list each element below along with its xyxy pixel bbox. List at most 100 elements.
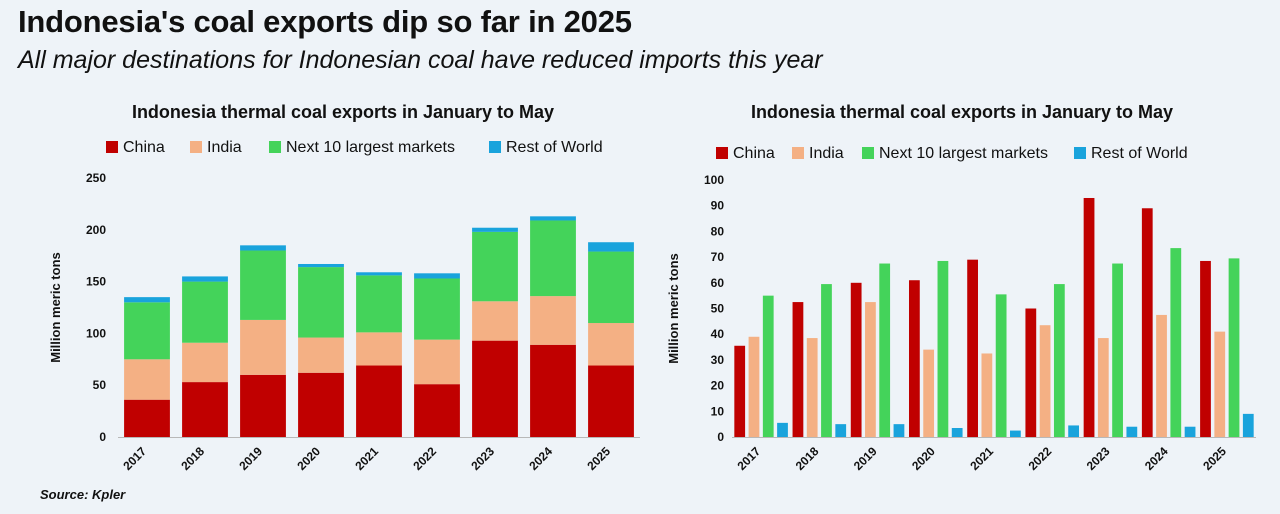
bar-rest-of-world-2020 [298,263,344,268]
y-tick-label: 150 [86,275,106,289]
bar-india-2022 [414,339,460,385]
bar-rest-of-world-2024 [1184,426,1196,437]
bar-next-10-largest-markets-2025 [588,251,634,324]
bar-china-2017 [734,345,746,437]
bar-next-10-largest-markets-2024 [530,220,576,297]
bar-china-2024 [530,344,576,437]
bar-india-2023 [472,301,518,341]
bar-india-2018 [182,342,228,383]
y-tick-label: 50 [711,302,725,316]
bar-next-10-largest-markets-2019 [879,263,891,437]
bar-rest-of-world-2019 [240,245,286,251]
bar-next-10-largest-markets-2017 [124,302,170,360]
legend-swatch-rest-of-world [1074,147,1086,159]
bar-india-2017 [748,336,760,437]
x-tick-label: 2020 [909,444,938,473]
x-tick-label: 2019 [851,444,880,473]
y-tick-label: 100 [704,173,724,187]
bar-china-2019 [850,282,862,437]
bar-india-2019 [865,302,876,437]
bar-rest-of-world-2022 [1068,425,1080,437]
bar-next-10-largest-markets-2024 [1170,248,1182,437]
legend-label-rest-of-world: Rest of World [1091,145,1188,162]
bar-rest-of-world-2017 [124,297,170,303]
bar-india-2024 [530,296,576,345]
legend-label-rest-of-world: Rest of World [506,139,603,156]
y-tick-label: 90 [711,199,725,213]
bar-china-2023 [1083,197,1095,437]
x-tick-label: 2024 [1142,444,1171,473]
bar-next-10-largest-markets-2021 [356,275,402,333]
bar-china-2019 [240,374,286,437]
bar-rest-of-world-2021 [356,272,402,276]
legend-label-india: India [207,139,242,156]
bar-india-2024 [1156,314,1167,437]
bar-rest-of-world-2023 [472,227,518,232]
bar-next-10-largest-markets-2020 [298,267,344,338]
bar-india-2019 [240,319,286,375]
bar-next-10-largest-markets-2017 [762,295,774,437]
legend-label-china: China [123,139,165,156]
bar-india-2023 [1097,338,1109,437]
bar-next-10-largest-markets-2021 [995,294,1007,437]
y-tick-label: 30 [711,353,725,367]
bar-india-2021 [981,353,993,437]
legend-swatch-next-10-largest-markets [862,147,874,159]
y-tick-label: 50 [93,378,107,392]
y-tick-label: 70 [711,250,725,264]
legend-swatch-china [716,147,728,159]
bar-next-10-largest-markets-2018 [821,284,832,437]
legend-label-next-10-largest-markets: Next 10 largest markets [286,139,455,156]
source-note: Source: Kpler [40,487,126,502]
bar-rest-of-world-2018 [182,276,228,282]
bar-china-2022 [414,384,460,437]
x-tick-label: 2017 [734,444,763,473]
bar-next-10-largest-markets-2022 [1053,284,1065,437]
stacked-bar-chart: Indonesia thermal coal exports in Januar… [48,102,640,473]
legend-label-india: India [809,145,844,162]
bar-rest-of-world-2021 [1010,430,1021,437]
legend-swatch-rest-of-world [489,141,501,153]
bar-rest-of-world-2025 [1242,413,1254,437]
bar-china-2018 [792,302,804,437]
legend-swatch-india [792,147,804,159]
legend-swatch-china [106,141,118,153]
bar-china-2025 [588,365,634,437]
bar-rest-of-world-2025 [588,242,634,252]
chart-title: Indonesia thermal coal exports in Januar… [751,102,1173,122]
bar-rest-of-world-2024 [530,216,576,221]
y-tick-label: 0 [99,430,106,444]
y-axis-label: Million meric tons [666,253,681,364]
y-tick-label: 10 [711,404,725,418]
bar-china-2022 [1025,308,1037,437]
legend-swatch-next-10-largest-markets [269,141,281,153]
bar-next-10-largest-markets-2023 [1112,263,1123,437]
x-tick-label: 2023 [1084,444,1113,473]
x-tick-label: 2018 [793,444,822,473]
bar-next-10-largest-markets-2020 [937,260,949,437]
bar-rest-of-world-2020 [951,428,963,437]
bar-india-2022 [1039,325,1051,437]
bar-rest-of-world-2022 [414,273,460,279]
x-tick-label: 2025 [1200,444,1229,473]
y-tick-label: 100 [86,326,106,340]
legend-label-china: China [733,145,775,162]
bar-china-2024 [1141,208,1153,437]
y-axis-label: Million meric tons [48,252,63,363]
y-tick-label: 20 [711,379,725,393]
bar-india-2025 [588,323,634,366]
y-tick-label: 200 [86,223,106,237]
bar-next-10-largest-markets-2022 [414,278,460,340]
y-tick-label: 80 [711,224,725,238]
bar-india-2017 [124,359,170,400]
bar-china-2018 [182,382,228,437]
page-subtitle: All major destinations for Indonesian co… [18,46,823,74]
bar-india-2021 [356,332,402,366]
bar-next-10-largest-markets-2019 [240,250,286,320]
bar-rest-of-world-2023 [1126,426,1138,437]
y-tick-label: 40 [711,327,725,341]
x-tick-label: 2022 [1026,444,1055,473]
bar-next-10-largest-markets-2023 [472,231,518,302]
bar-india-2020 [923,349,935,437]
